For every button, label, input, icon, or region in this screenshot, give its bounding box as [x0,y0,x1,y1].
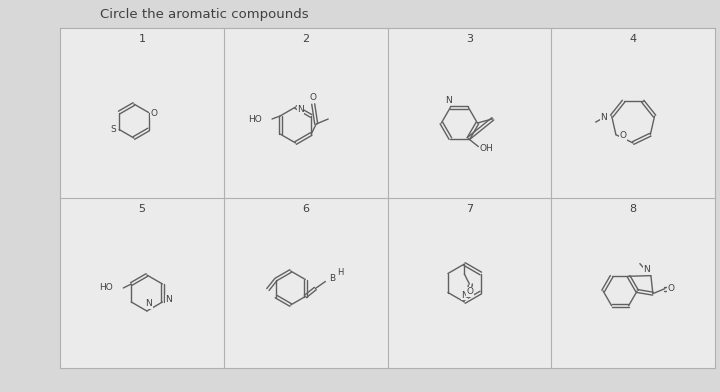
Bar [224,28,387,198]
Bar [60,28,224,198]
Text: 2: 2 [302,34,309,44]
Text: O: O [667,284,675,293]
Text: O: O [150,109,157,118]
Text: N: N [644,265,650,274]
Text: S: S [110,125,116,134]
Text: O: O [619,131,626,140]
Bar [60,198,224,368]
Text: 7: 7 [466,204,473,214]
Text: N: N [165,296,172,305]
Bar [552,28,715,198]
Text: O: O [467,287,474,296]
Text: Circle the aromatic compounds: Circle the aromatic compounds [100,7,309,20]
Text: N: N [297,105,304,114]
Text: N: N [445,96,451,105]
Text: 1: 1 [138,34,145,44]
Bar [224,198,387,368]
Text: 8: 8 [629,204,636,214]
Bar [552,198,715,368]
Bar [387,198,552,368]
Text: HO: HO [99,283,113,292]
Text: O: O [310,93,317,102]
Text: 3: 3 [466,34,473,44]
Text: 5: 5 [138,204,145,214]
Text: H: H [338,268,343,277]
Text: N: N [145,299,152,309]
Bar [387,28,552,198]
Text: N: N [600,113,607,122]
Text: OH: OH [480,144,493,153]
Text: B: B [329,274,336,283]
Text: 6: 6 [302,204,309,214]
Text: 4: 4 [629,34,636,44]
Text: N: N [461,290,468,299]
Text: HO: HO [248,114,262,123]
